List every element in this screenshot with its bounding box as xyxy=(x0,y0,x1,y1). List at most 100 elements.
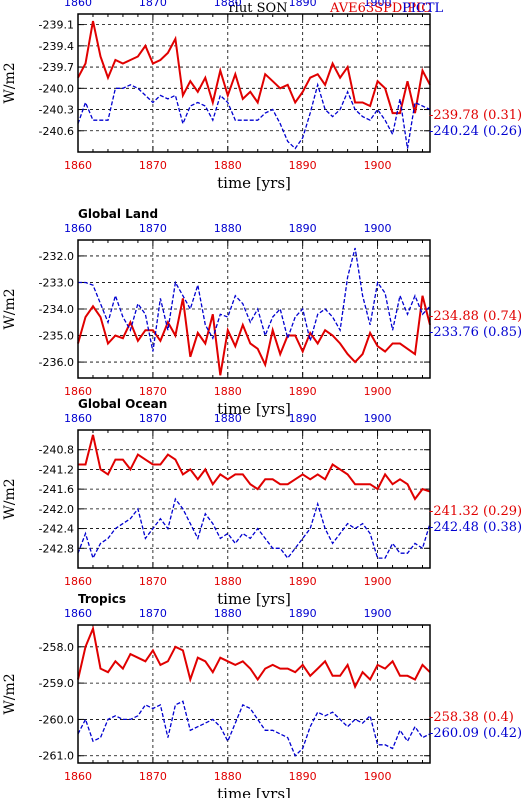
top-x-tick-label: 1880 xyxy=(214,607,242,620)
plot-frame xyxy=(77,624,431,764)
x-axis-label: time [yrs] xyxy=(217,174,291,192)
panel-title: Tropics xyxy=(78,592,126,606)
y-axis-label: W/m2 xyxy=(2,478,18,519)
bottom-x-tick-label: 1870 xyxy=(139,575,167,588)
exp-legend-label: AVE63SPDIPIC xyxy=(329,1,431,16)
top-x-tick-label: 1900 xyxy=(364,222,392,235)
y-tick-label: -242.4 xyxy=(39,523,74,536)
top-x-tick-label: 1860 xyxy=(64,412,92,425)
y-tick-label: -239.4 xyxy=(39,40,74,53)
bottom-x-tick-label: 1890 xyxy=(289,385,317,398)
bottom-x-tick-label: 1860 xyxy=(64,575,92,588)
y-tick-label: -234.0 xyxy=(39,303,74,316)
bottom-x-tick-label: 1900 xyxy=(364,385,392,398)
y-tick-label: -242.8 xyxy=(39,542,74,555)
panel-title: Global Ocean xyxy=(78,397,167,411)
top-x-tick-label: 1890 xyxy=(289,222,317,235)
x-axis-label: time [yrs] xyxy=(217,400,291,418)
y-axis-label: W/m2 xyxy=(2,62,18,103)
y-tick-label: -236.0 xyxy=(39,356,74,369)
bottom-x-tick-label: 1870 xyxy=(139,385,167,398)
exp-annotation: -241.32 (0.29) xyxy=(429,504,522,519)
y-tick-label: -240.3 xyxy=(39,104,74,117)
bottom-x-tick-label: 1870 xyxy=(139,159,167,172)
variable-title: rlut SON xyxy=(228,1,287,16)
top-x-tick-label: 1870 xyxy=(139,0,167,9)
y-tick-label: -259.0 xyxy=(39,677,74,690)
y-tick-label: -241.6 xyxy=(39,483,74,496)
bottom-x-tick-label: 1880 xyxy=(214,770,242,783)
top-x-tick-label: 1860 xyxy=(64,607,92,620)
ctl-annotation: -242.48 (0.38) xyxy=(429,520,522,535)
bottom-x-tick-label: 1900 xyxy=(364,159,392,172)
top-x-tick-label: 1890 xyxy=(289,0,317,9)
top-x-tick-label: 1870 xyxy=(139,222,167,235)
plot-frame xyxy=(77,13,431,153)
bottom-x-tick-label: 1900 xyxy=(364,770,392,783)
bottom-x-tick-label: 1860 xyxy=(64,159,92,172)
top-x-tick-label: 1860 xyxy=(64,222,92,235)
y-tick-label: -239.7 xyxy=(39,61,74,74)
exp-series-line xyxy=(78,434,431,501)
y-axis-label: W/m2 xyxy=(2,673,18,714)
top-x-tick-label: 1880 xyxy=(214,0,242,9)
bottom-x-tick-label: 1900 xyxy=(364,575,392,588)
exp-series-line xyxy=(77,625,431,690)
panel-title: Global Land xyxy=(78,207,158,221)
bottom-x-tick-label: 1880 xyxy=(214,385,242,398)
ctl-series-line xyxy=(77,700,431,757)
exp-annotation: -258.38 (0.4) xyxy=(429,710,514,725)
bottom-x-tick-label: 1890 xyxy=(289,770,317,783)
top-x-tick-label: 1900 xyxy=(364,412,392,425)
ctl-series-line xyxy=(77,82,431,150)
top-x-tick-label: 1860 xyxy=(64,0,92,9)
top-x-tick-label: 1870 xyxy=(139,607,167,620)
y-axis-label: W/m2 xyxy=(2,288,18,329)
y-tick-label: -242.0 xyxy=(39,503,74,516)
ctl-series-line xyxy=(78,247,431,352)
y-tick-label: -240.8 xyxy=(39,444,74,457)
ctl-legend-label: PICTL xyxy=(402,1,444,16)
top-x-tick-label: 1890 xyxy=(289,412,317,425)
top-x-tick-label: 1900 xyxy=(364,0,392,9)
ctl-series-line xyxy=(77,497,431,560)
ctl-annotation: -240.24 (0.26) xyxy=(429,124,522,139)
bottom-x-tick-label: 1890 xyxy=(289,159,317,172)
x-axis-label: time [yrs] xyxy=(217,590,291,608)
y-tick-label: -241.2 xyxy=(39,463,74,476)
y-tick-label: -240.6 xyxy=(39,125,74,138)
ctl-annotation: -260.09 (0.42) xyxy=(429,726,522,741)
exp-annotation: -234.88 (0.74) xyxy=(429,309,522,324)
ctl-annotation: -233.76 (0.85) xyxy=(429,325,522,340)
bottom-x-tick-label: 1860 xyxy=(64,770,92,783)
y-tick-label: -260.0 xyxy=(39,713,74,726)
bottom-x-tick-label: 1890 xyxy=(289,575,317,588)
x-axis-label: time [yrs] xyxy=(217,785,291,798)
top-x-tick-label: 1900 xyxy=(364,607,392,620)
plot-frame xyxy=(77,429,431,569)
top-x-tick-label: 1870 xyxy=(139,412,167,425)
bottom-x-tick-label: 1860 xyxy=(64,385,92,398)
top-x-tick-label: 1880 xyxy=(214,412,242,425)
exp-annotation: -239.78 (0.31) xyxy=(429,108,522,123)
plot-frame xyxy=(77,239,431,379)
top-x-tick-label: 1880 xyxy=(214,222,242,235)
y-tick-label: -232.0 xyxy=(39,250,74,263)
y-tick-label: -235.0 xyxy=(39,330,74,343)
exp-series-line xyxy=(77,295,431,376)
top-x-tick-label: 1890 xyxy=(289,607,317,620)
bottom-x-tick-label: 1880 xyxy=(214,575,242,588)
bottom-x-tick-label: 1880 xyxy=(214,159,242,172)
y-tick-label: -239.1 xyxy=(39,19,74,32)
y-tick-label: -240.0 xyxy=(39,82,74,95)
bottom-x-tick-label: 1870 xyxy=(139,770,167,783)
panel-0: Global18601870188018901900-239.1-239.4-2… xyxy=(2,0,522,192)
y-tick-label: -233.0 xyxy=(39,276,74,289)
y-tick-label: -258.0 xyxy=(39,641,74,654)
exp-series-line xyxy=(77,20,431,115)
